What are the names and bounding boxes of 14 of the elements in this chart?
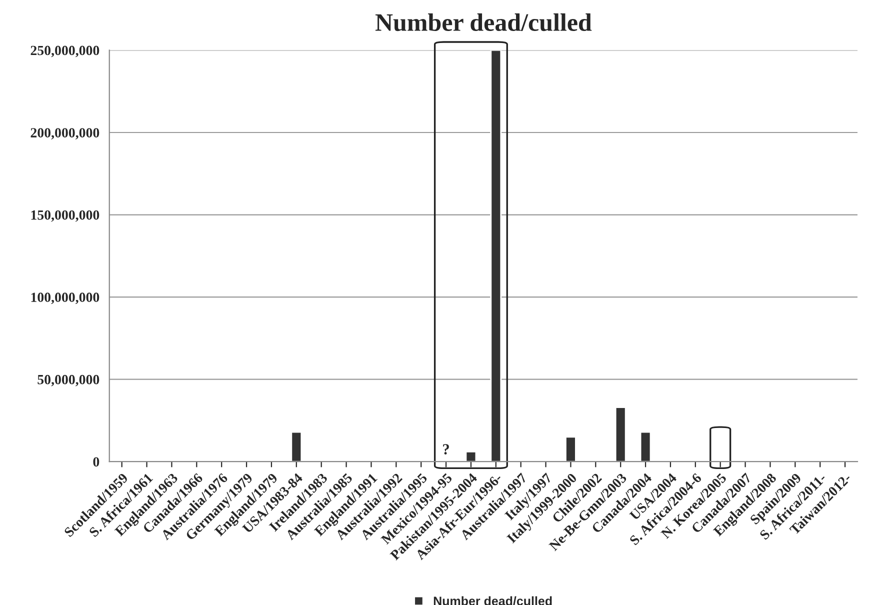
- y-tick-label: 200,000,000: [30, 128, 100, 140]
- bar: [290, 431, 302, 462]
- y-tick-label: 100,000,000: [31, 292, 100, 304]
- y-tick-label: 50,000,000: [38, 374, 100, 386]
- bar: [614, 406, 626, 462]
- y-tick-label: 150,000,000: [31, 210, 100, 222]
- bar: [490, 50, 502, 462]
- annotation: ?: [443, 444, 449, 454]
- y-tick-label: 0: [93, 457, 100, 467]
- chart-title: Number dead/culled: [375, 13, 592, 32]
- y-tick-label: 250,000,000: [30, 46, 100, 58]
- bar: [565, 436, 576, 462]
- bar: [465, 451, 477, 462]
- bar: [640, 431, 652, 462]
